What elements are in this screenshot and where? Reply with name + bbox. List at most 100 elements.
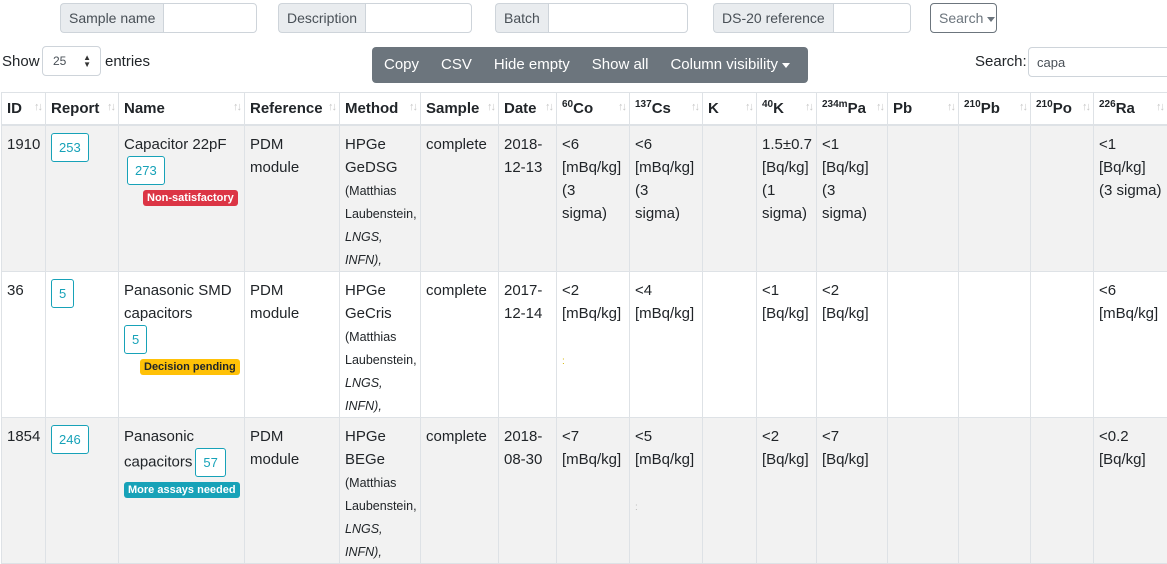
cell-pa234m: <1 [Bq/kg] (3 sigma) bbox=[817, 125, 888, 272]
table-header-row: ID↑↓ Report↑↓ Name↑↓ Reference↑↓ Method↑… bbox=[2, 93, 1167, 125]
cell-sample: complete bbox=[421, 271, 499, 417]
cell-sample: complete bbox=[421, 125, 499, 272]
sort-icon: ↑↓ bbox=[107, 101, 114, 113]
cell-pa234m: <7 [Bq/kg] bbox=[817, 417, 888, 563]
cell-pb210 bbox=[959, 125, 1031, 272]
page-size-value: 25 bbox=[53, 54, 66, 68]
sort-icon: ↑↓ bbox=[1019, 101, 1026, 113]
col-header-co60[interactable]: 60Co↑↓ bbox=[557, 93, 630, 125]
cell-ra226: <1 [Bq/kg] (3 sigma) bbox=[1094, 125, 1167, 272]
show-label: Show bbox=[2, 47, 40, 77]
cell-id: 1854 bbox=[2, 417, 46, 563]
cell-k40: <1 [Bq/kg] bbox=[757, 271, 817, 417]
cell-method: HPGe BEGe(Matthias Laubenstein,LNGS, INF… bbox=[340, 417, 421, 563]
cell-cs137: <5 [mBq/kg]: bbox=[630, 417, 703, 563]
cell-date: 2018-12-13 bbox=[499, 125, 557, 272]
report-link[interactable]: 246 bbox=[51, 425, 89, 454]
status-badge: Decision pending bbox=[140, 359, 240, 375]
sample-name-filter: Sample name bbox=[60, 3, 257, 33]
select-arrows-icon: ▲▼ bbox=[83, 54, 91, 68]
cell-k bbox=[703, 417, 757, 563]
entries-label: entries bbox=[105, 47, 150, 77]
sort-icon: ↑↓ bbox=[947, 101, 954, 113]
status-badge: Non-satisfactory bbox=[143, 190, 238, 206]
col-header-cs137[interactable]: 137Cs↑↓ bbox=[630, 93, 703, 125]
col-header-k40[interactable]: 40K↑↓ bbox=[757, 93, 817, 125]
cell-co60: <7 [mBq/kg] bbox=[557, 417, 630, 563]
cell-ra226: <0.2 [Bq/kg] bbox=[1094, 417, 1167, 563]
cell-reference: PDM module bbox=[245, 271, 340, 417]
sort-icon: ↑↓ bbox=[1156, 101, 1163, 113]
marker-dot: : bbox=[562, 356, 565, 367]
filter-bar: Sample name Description Batch DS-20 refe… bbox=[0, 3, 1167, 33]
csv-button[interactable]: CSV bbox=[430, 47, 483, 83]
sort-icon: ↑↓ bbox=[233, 101, 240, 113]
cell-report: 253 bbox=[46, 125, 119, 272]
col-header-id[interactable]: ID↑↓ bbox=[2, 93, 46, 125]
cell-report: 246 bbox=[46, 417, 119, 563]
cell-date: 2018-08-30 bbox=[499, 417, 557, 563]
cell-co60: <2 [mBq/kg]: bbox=[557, 271, 630, 417]
col-header-date[interactable]: Date↑↓ bbox=[499, 93, 557, 125]
sort-icon: ↑↓ bbox=[409, 101, 416, 113]
sample-name-label: Sample name bbox=[60, 3, 163, 33]
cell-k bbox=[703, 125, 757, 272]
cell-pa234m: <2 [Bq/kg] bbox=[817, 271, 888, 417]
cell-po210 bbox=[1031, 417, 1094, 563]
report-link[interactable]: 253 bbox=[51, 133, 89, 162]
sample-name-input[interactable] bbox=[163, 3, 257, 33]
cell-id: 36 bbox=[2, 271, 46, 417]
description-filter: Description bbox=[278, 3, 472, 33]
name-link[interactable]: 57 bbox=[195, 448, 225, 477]
show-all-button[interactable]: Show all bbox=[581, 47, 660, 83]
cell-po210 bbox=[1031, 125, 1094, 272]
col-header-ra226[interactable]: 226Ra↑↓ bbox=[1094, 93, 1167, 125]
hide-empty-button[interactable]: Hide empty bbox=[483, 47, 581, 83]
col-header-reference[interactable]: Reference↑↓ bbox=[245, 93, 340, 125]
cell-cs137: <6 [mBq/kg] (3 sigma) bbox=[630, 125, 703, 272]
caret-down-icon bbox=[987, 17, 995, 22]
cell-date: 2017-12-14 bbox=[499, 271, 557, 417]
cell-k40: 1.5±0.7 [Bq/kg] (1 sigma) bbox=[757, 125, 817, 272]
status-badge: More assays needed bbox=[124, 482, 240, 498]
col-header-pb210[interactable]: 210Pb↑↓ bbox=[959, 93, 1031, 125]
col-header-sample[interactable]: Sample↑↓ bbox=[421, 93, 499, 125]
cell-sample: complete bbox=[421, 417, 499, 563]
cell-co60: <6 [mBq/kg] (3 sigma) bbox=[557, 125, 630, 272]
sort-icon: ↑↓ bbox=[618, 101, 625, 113]
ds20-input[interactable] bbox=[833, 3, 911, 33]
col-header-pb[interactable]: Pb↑↓ bbox=[888, 93, 959, 125]
copy-button[interactable]: Copy bbox=[372, 47, 430, 83]
description-label: Description bbox=[278, 3, 365, 33]
sort-icon: ↑↓ bbox=[545, 101, 552, 113]
name-link[interactable]: 5 bbox=[124, 325, 147, 354]
batch-input[interactable] bbox=[548, 3, 688, 33]
col-header-method[interactable]: Method↑↓ bbox=[340, 93, 421, 125]
results-table: ID↑↓ Report↑↓ Name↑↓ Reference↑↓ Method↑… bbox=[1, 92, 1167, 564]
report-link[interactable]: 5 bbox=[51, 279, 74, 308]
cell-pb210 bbox=[959, 417, 1031, 563]
cell-reference: PDM module bbox=[245, 417, 340, 563]
col-header-k[interactable]: K↑↓ bbox=[703, 93, 757, 125]
export-button-group: Copy CSV Hide empty Show all Column visi… bbox=[372, 47, 808, 83]
col-header-pa234m[interactable]: 234mPa↑↓ bbox=[817, 93, 888, 125]
description-input[interactable] bbox=[365, 3, 472, 33]
marker-dot: : bbox=[635, 502, 638, 513]
cell-pb210 bbox=[959, 271, 1031, 417]
col-header-report[interactable]: Report↑↓ bbox=[46, 93, 119, 125]
sort-icon: ↑↓ bbox=[328, 101, 335, 113]
global-search-input[interactable] bbox=[1028, 47, 1167, 77]
sort-icon: ↑↓ bbox=[876, 101, 883, 113]
search-dropdown-button[interactable]: Search bbox=[930, 3, 997, 33]
col-header-name[interactable]: Name↑↓ bbox=[119, 93, 245, 125]
name-link[interactable]: 273 bbox=[127, 156, 165, 185]
col-header-po210[interactable]: 210Po↑↓ bbox=[1031, 93, 1094, 125]
column-visibility-button[interactable]: Column visibility bbox=[659, 47, 801, 83]
caret-down-icon bbox=[782, 63, 790, 68]
page-size-select[interactable]: 25 ▲▼ bbox=[42, 46, 101, 76]
sort-icon: ↑↓ bbox=[34, 101, 41, 113]
batch-filter: Batch bbox=[495, 3, 688, 33]
cell-pb bbox=[888, 125, 959, 272]
